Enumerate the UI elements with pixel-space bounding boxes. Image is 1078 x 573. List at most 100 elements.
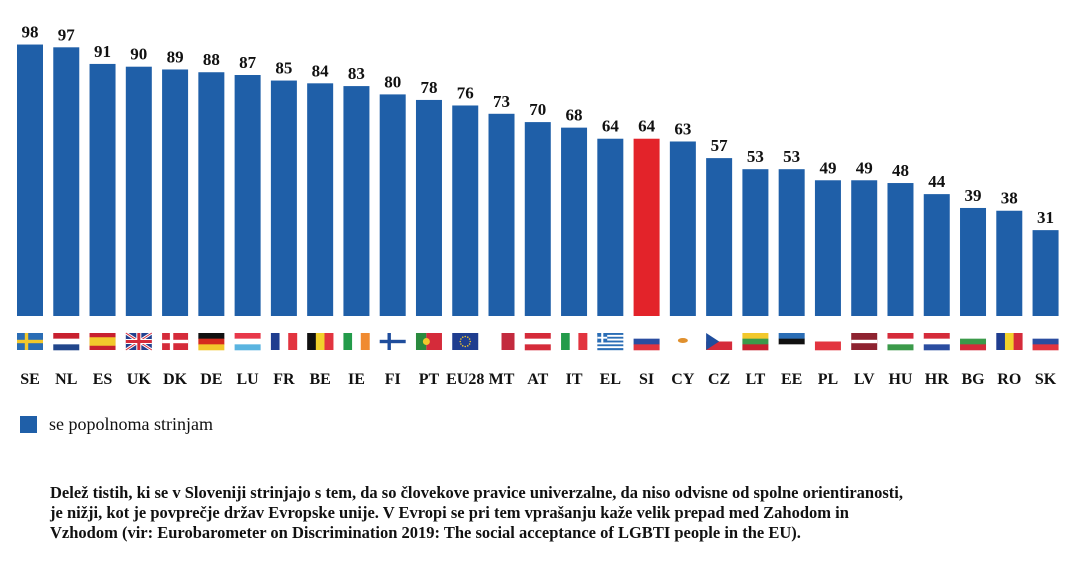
flag-it-icon — [561, 333, 588, 350]
bar-bg — [960, 207, 987, 316]
flag-se-icon — [17, 333, 43, 350]
flag-cz-icon — [706, 333, 733, 350]
category-label-lu: LU — [237, 371, 260, 388]
value-label-es: 91 — [94, 42, 111, 61]
value-label-ie: 83 — [348, 64, 365, 83]
flag-fi-icon — [379, 333, 406, 350]
value-label-pl: 49 — [819, 158, 836, 177]
value-label-fi: 80 — [384, 72, 401, 91]
category-label-hu: HU — [888, 371, 912, 388]
flag-si-icon — [633, 333, 660, 351]
bar-ee — [778, 169, 805, 316]
bar-si — [633, 138, 660, 316]
category-label-bg: BG — [961, 371, 985, 388]
value-label-ro: 38 — [1001, 189, 1018, 208]
flag-eu28-icon — [452, 333, 479, 350]
caption: Delež tistih, ki se v Sloveniji strinjaj… — [50, 483, 1030, 543]
value-label-si: 64 — [638, 117, 656, 136]
bar-it — [561, 127, 588, 316]
bar-es — [89, 63, 116, 317]
bar-dk — [162, 69, 189, 316]
category-label-mt: MT — [489, 371, 515, 388]
bar-eu28 — [452, 105, 479, 316]
bar-ro — [996, 210, 1023, 316]
flag-fr-icon — [270, 333, 298, 350]
value-label-cz: 57 — [711, 136, 729, 155]
bar-fr — [270, 80, 297, 316]
flag-lv-icon — [851, 333, 878, 350]
caption-line: Delež tistih, ki se v Sloveniji strinjaj… — [50, 483, 903, 502]
bar-el — [597, 138, 624, 316]
category-label-ee: EE — [781, 371, 802, 388]
category-label-be: BE — [309, 371, 330, 388]
value-label-pt: 78 — [420, 78, 437, 97]
value-label-mt: 73 — [493, 92, 510, 111]
category-label-uk: UK — [127, 371, 152, 388]
bar-at — [524, 122, 551, 316]
bar-hu — [887, 183, 914, 316]
legend-swatch — [20, 416, 37, 433]
value-label-it: 68 — [566, 106, 583, 125]
caption-line: Vzhodom (vir: Eurobarometer on Discrimin… — [50, 523, 801, 542]
bar-hr — [923, 194, 950, 316]
category-label-si: SI — [639, 371, 654, 388]
flags-group — [17, 331, 1059, 352]
value-label-nl: 97 — [58, 25, 76, 44]
value-label-el: 64 — [602, 117, 620, 136]
flag-ie-icon — [343, 333, 370, 350]
flag-dk-icon — [162, 333, 189, 350]
category-label-fi: FI — [385, 371, 401, 388]
category-label-ie: IE — [348, 371, 365, 388]
value-labels-group: 98 97 91 90 89 88 87 85 84 83 80 78 76 73 70 68 64 64 63 57… — [22, 23, 1055, 228]
category-label-se: SE — [20, 371, 40, 388]
bar-nl — [53, 47, 80, 317]
caption-line: je nižji, kot je povprečje držav Evropsk… — [50, 503, 849, 522]
value-label-uk: 90 — [130, 45, 147, 64]
category-label-dk: DK — [163, 371, 188, 388]
flag-be-icon — [307, 333, 334, 350]
flag-el-icon — [597, 333, 624, 351]
category-label-hr: HR — [925, 371, 949, 388]
bar-chart: 98 97 91 90 89 88 87 85 84 83 80 78 76 73 70 68 64 64 63 57… — [17, 23, 1059, 388]
flag-at-icon — [524, 333, 551, 351]
flag-cy-icon — [669, 333, 696, 350]
bars-group — [17, 44, 1059, 317]
bar-pl — [814, 180, 841, 316]
flag-ee-icon — [778, 333, 805, 351]
flag-hu-icon — [887, 333, 914, 351]
bar-lu — [234, 75, 261, 316]
value-label-de: 88 — [203, 50, 220, 69]
value-label-sk: 31 — [1037, 208, 1054, 227]
category-label-ro: RO — [997, 371, 1021, 388]
category-label-es: ES — [93, 371, 113, 388]
flag-ro-icon — [996, 333, 1023, 350]
bar-cy — [669, 141, 696, 316]
flag-pl-icon — [814, 333, 841, 351]
bar-fi — [379, 94, 406, 317]
value-label-lt: 53 — [747, 147, 764, 166]
category-label-it: IT — [566, 371, 583, 388]
category-label-el: EL — [600, 371, 621, 388]
category-label-cy: CY — [671, 371, 695, 388]
value-label-lv: 49 — [856, 158, 873, 177]
bar-lv — [851, 180, 878, 316]
bar-cz — [706, 158, 733, 316]
value-label-bg: 39 — [965, 186, 982, 205]
flag-lu-icon — [234, 333, 261, 351]
category-label-fr: FR — [273, 371, 295, 388]
value-label-hr: 44 — [928, 172, 946, 191]
category-label-cz: CZ — [708, 371, 730, 388]
bar-lt — [742, 169, 769, 316]
value-label-hu: 48 — [892, 161, 909, 180]
value-label-fr: 85 — [275, 59, 292, 78]
category-labels-group: SE NL ES UK DK DE LU FR BE IE FI PT EU28 MT AT IT EL SI CY… — [20, 371, 1057, 388]
legend-label: se popolnoma strinjam — [49, 414, 213, 434]
bar-mt — [488, 113, 515, 316]
flag-bg-icon — [960, 333, 987, 351]
value-label-be: 84 — [312, 61, 330, 80]
category-label-nl: NL — [55, 371, 77, 388]
bar-se — [17, 44, 43, 316]
value-label-lu: 87 — [239, 53, 257, 72]
flag-de-icon — [198, 333, 225, 351]
bar-be — [307, 83, 334, 316]
